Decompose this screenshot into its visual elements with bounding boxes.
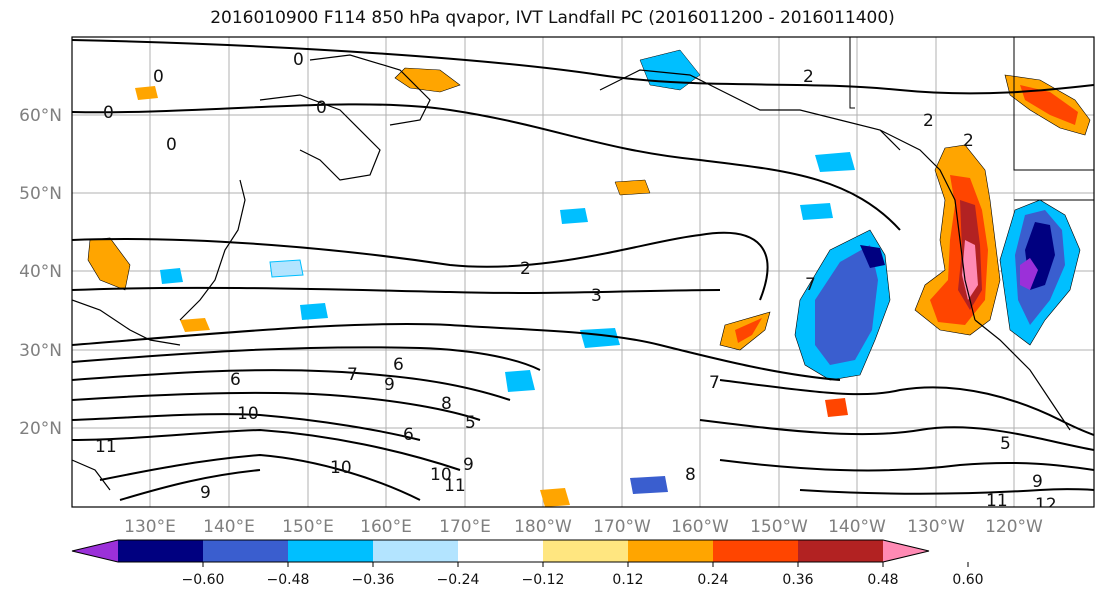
lat-label: 40°N	[19, 262, 62, 282]
colorbar-extend-min	[72, 540, 118, 562]
colorbar-tick-label: −0.12	[522, 572, 565, 588]
positive-anomalies	[87, 67, 1091, 507]
contour-label: 0	[293, 50, 304, 70]
colorbar-swatch	[798, 540, 883, 562]
lon-label: 170°W	[593, 517, 651, 537]
contour-label: 10	[330, 458, 352, 478]
colorbar-tick-label: −0.48	[267, 572, 310, 588]
contour-label: 2	[923, 111, 934, 131]
contour-label: 10	[430, 465, 452, 485]
colorbar-tick-label: 0.12	[612, 572, 643, 588]
colorbar-tick-label: −0.60	[182, 572, 225, 588]
colorbar-tick-label: 0.48	[867, 572, 898, 588]
map-title: 2016010900 F114 850 hPa qvapor, IVT Land…	[210, 8, 895, 28]
boundaries	[849, 37, 1094, 201]
lat-label: 50°N	[19, 184, 62, 204]
colorbar-swatch	[543, 540, 628, 562]
colorbar-tick-label: 0.36	[782, 572, 813, 588]
contour-label: 2	[520, 259, 531, 279]
contour-label: 2	[803, 67, 814, 87]
contour-label: 6	[403, 425, 414, 445]
contour-label: 11	[444, 476, 466, 496]
colorbar-swatch	[628, 540, 713, 562]
contour-label: 6	[393, 355, 404, 375]
contour-label: 8	[441, 394, 452, 414]
colorbar-ticks: −0.60 −0.48 −0.36 −0.24 −0.12 0.12 0.24 0.36 0.4…	[182, 562, 984, 588]
contour-label: 5	[465, 413, 476, 433]
negative-anomalies	[160, 49, 1081, 494]
contour-label: 9	[200, 483, 211, 503]
colorbar-swatch	[118, 540, 203, 562]
colorbar-swatch	[288, 540, 373, 562]
lon-label: 120°W	[985, 517, 1043, 537]
contour-label: 0	[103, 103, 114, 123]
contour-label: 7	[347, 365, 358, 385]
colorbar-swatch	[203, 540, 288, 562]
latitude-labels: 60°N 50°N 40°N 30°N 20°N	[19, 106, 62, 439]
lat-label: 30°N	[19, 341, 62, 361]
contour-label: 5	[1000, 434, 1011, 454]
lon-label: 150°W	[750, 517, 808, 537]
contour-label: 7	[709, 373, 720, 393]
lon-label: 170°E	[439, 517, 491, 537]
coastlines	[72, 54, 1071, 491]
contour-label: 11	[986, 491, 1008, 511]
lon-label: 160°E	[360, 517, 412, 537]
colorbar-tick-label: 0.60	[952, 572, 983, 588]
contour-label: 8	[685, 465, 696, 485]
lon-label: 130°E	[124, 517, 176, 537]
lon-label: 130°W	[907, 517, 965, 537]
colorbar-tick-label: 0.24	[697, 572, 728, 588]
contour-label: 7	[805, 275, 816, 295]
contour-label: 0	[166, 135, 177, 155]
contour-label: 9	[384, 375, 395, 395]
colorbar-swatch	[373, 540, 458, 562]
contour-label: 9	[463, 455, 474, 475]
lon-label: 140°W	[828, 517, 886, 537]
longitude-labels: 130°E 140°E 150°E 160°E 170°E 180°W 170°…	[124, 517, 1043, 537]
colorbar-extend-max	[883, 540, 929, 562]
contour-label: 11	[95, 437, 117, 457]
contour-label: 12	[1035, 495, 1057, 515]
colorbar-swatch	[713, 540, 798, 562]
map-content: 0 0 0 0 0 2 2 2 2 3 6 6 7 7 8 9 10 10 10…	[72, 37, 1094, 515]
colorbar-outline	[71, 539, 930, 563]
map-frame	[71, 36, 1095, 508]
lon-label: 180°W	[514, 517, 572, 537]
contour-label: 3	[591, 286, 602, 306]
colorbar-tick-label: −0.36	[352, 572, 395, 588]
colorbar-swatch	[458, 540, 543, 562]
contour-label: 0	[153, 67, 164, 87]
contour-label: 0	[316, 98, 327, 118]
contour-label: 2	[963, 131, 974, 151]
lat-label: 60°N	[19, 106, 62, 126]
lat-label: 20°N	[19, 419, 62, 439]
lon-label: 150°E	[282, 517, 334, 537]
colorbar: −0.60 −0.48 −0.36 −0.24 −0.12 0.12 0.24 0.36 0.4…	[71, 539, 984, 588]
contour-labels: 0 0 0 0 0 2 2 2 2 3 6 6 7 7 8 9 10 10 10…	[95, 50, 1057, 515]
contour-label: 10	[237, 404, 259, 424]
lon-label: 160°W	[671, 517, 729, 537]
colorbar-tick-label: −0.24	[437, 572, 480, 588]
contour-label: 6	[230, 370, 241, 390]
contour-label: 9	[1032, 472, 1043, 492]
map-background	[72, 37, 1094, 507]
colorbar-swatches	[71, 539, 930, 563]
isolines	[72, 39, 1094, 501]
lon-label: 140°E	[203, 517, 255, 537]
